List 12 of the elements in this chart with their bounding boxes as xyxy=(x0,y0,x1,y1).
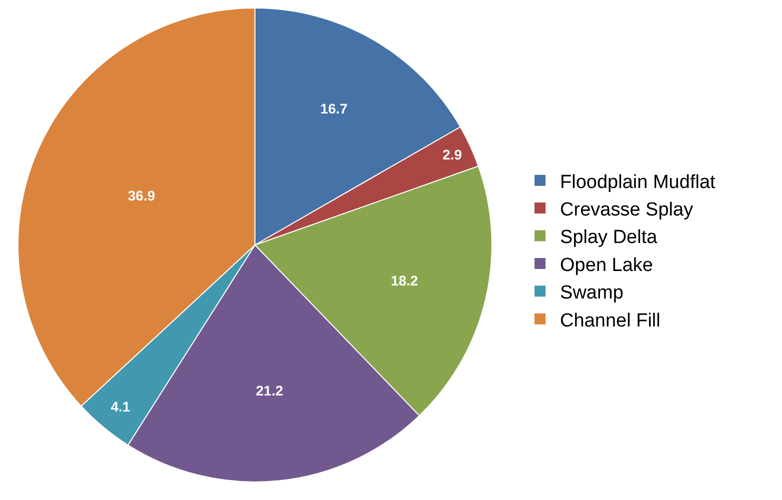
legend-label: Open Lake xyxy=(560,254,653,276)
data-label: 16.7 xyxy=(320,100,348,116)
data-label: 2.9 xyxy=(442,146,462,162)
legend-label: Swamp xyxy=(560,282,624,304)
data-label: 4.1 xyxy=(110,398,130,414)
legend-label: Splay Delta xyxy=(560,227,658,248)
data-label: 36.9 xyxy=(128,188,156,204)
legend-label: Channel Fill xyxy=(560,310,660,332)
data-label: 18.2 xyxy=(390,272,418,288)
data-label: 21.2 xyxy=(256,382,284,399)
legend-label: Floodplain Mudflat xyxy=(560,172,716,193)
legend-label: Crevasse Splay xyxy=(560,199,694,220)
